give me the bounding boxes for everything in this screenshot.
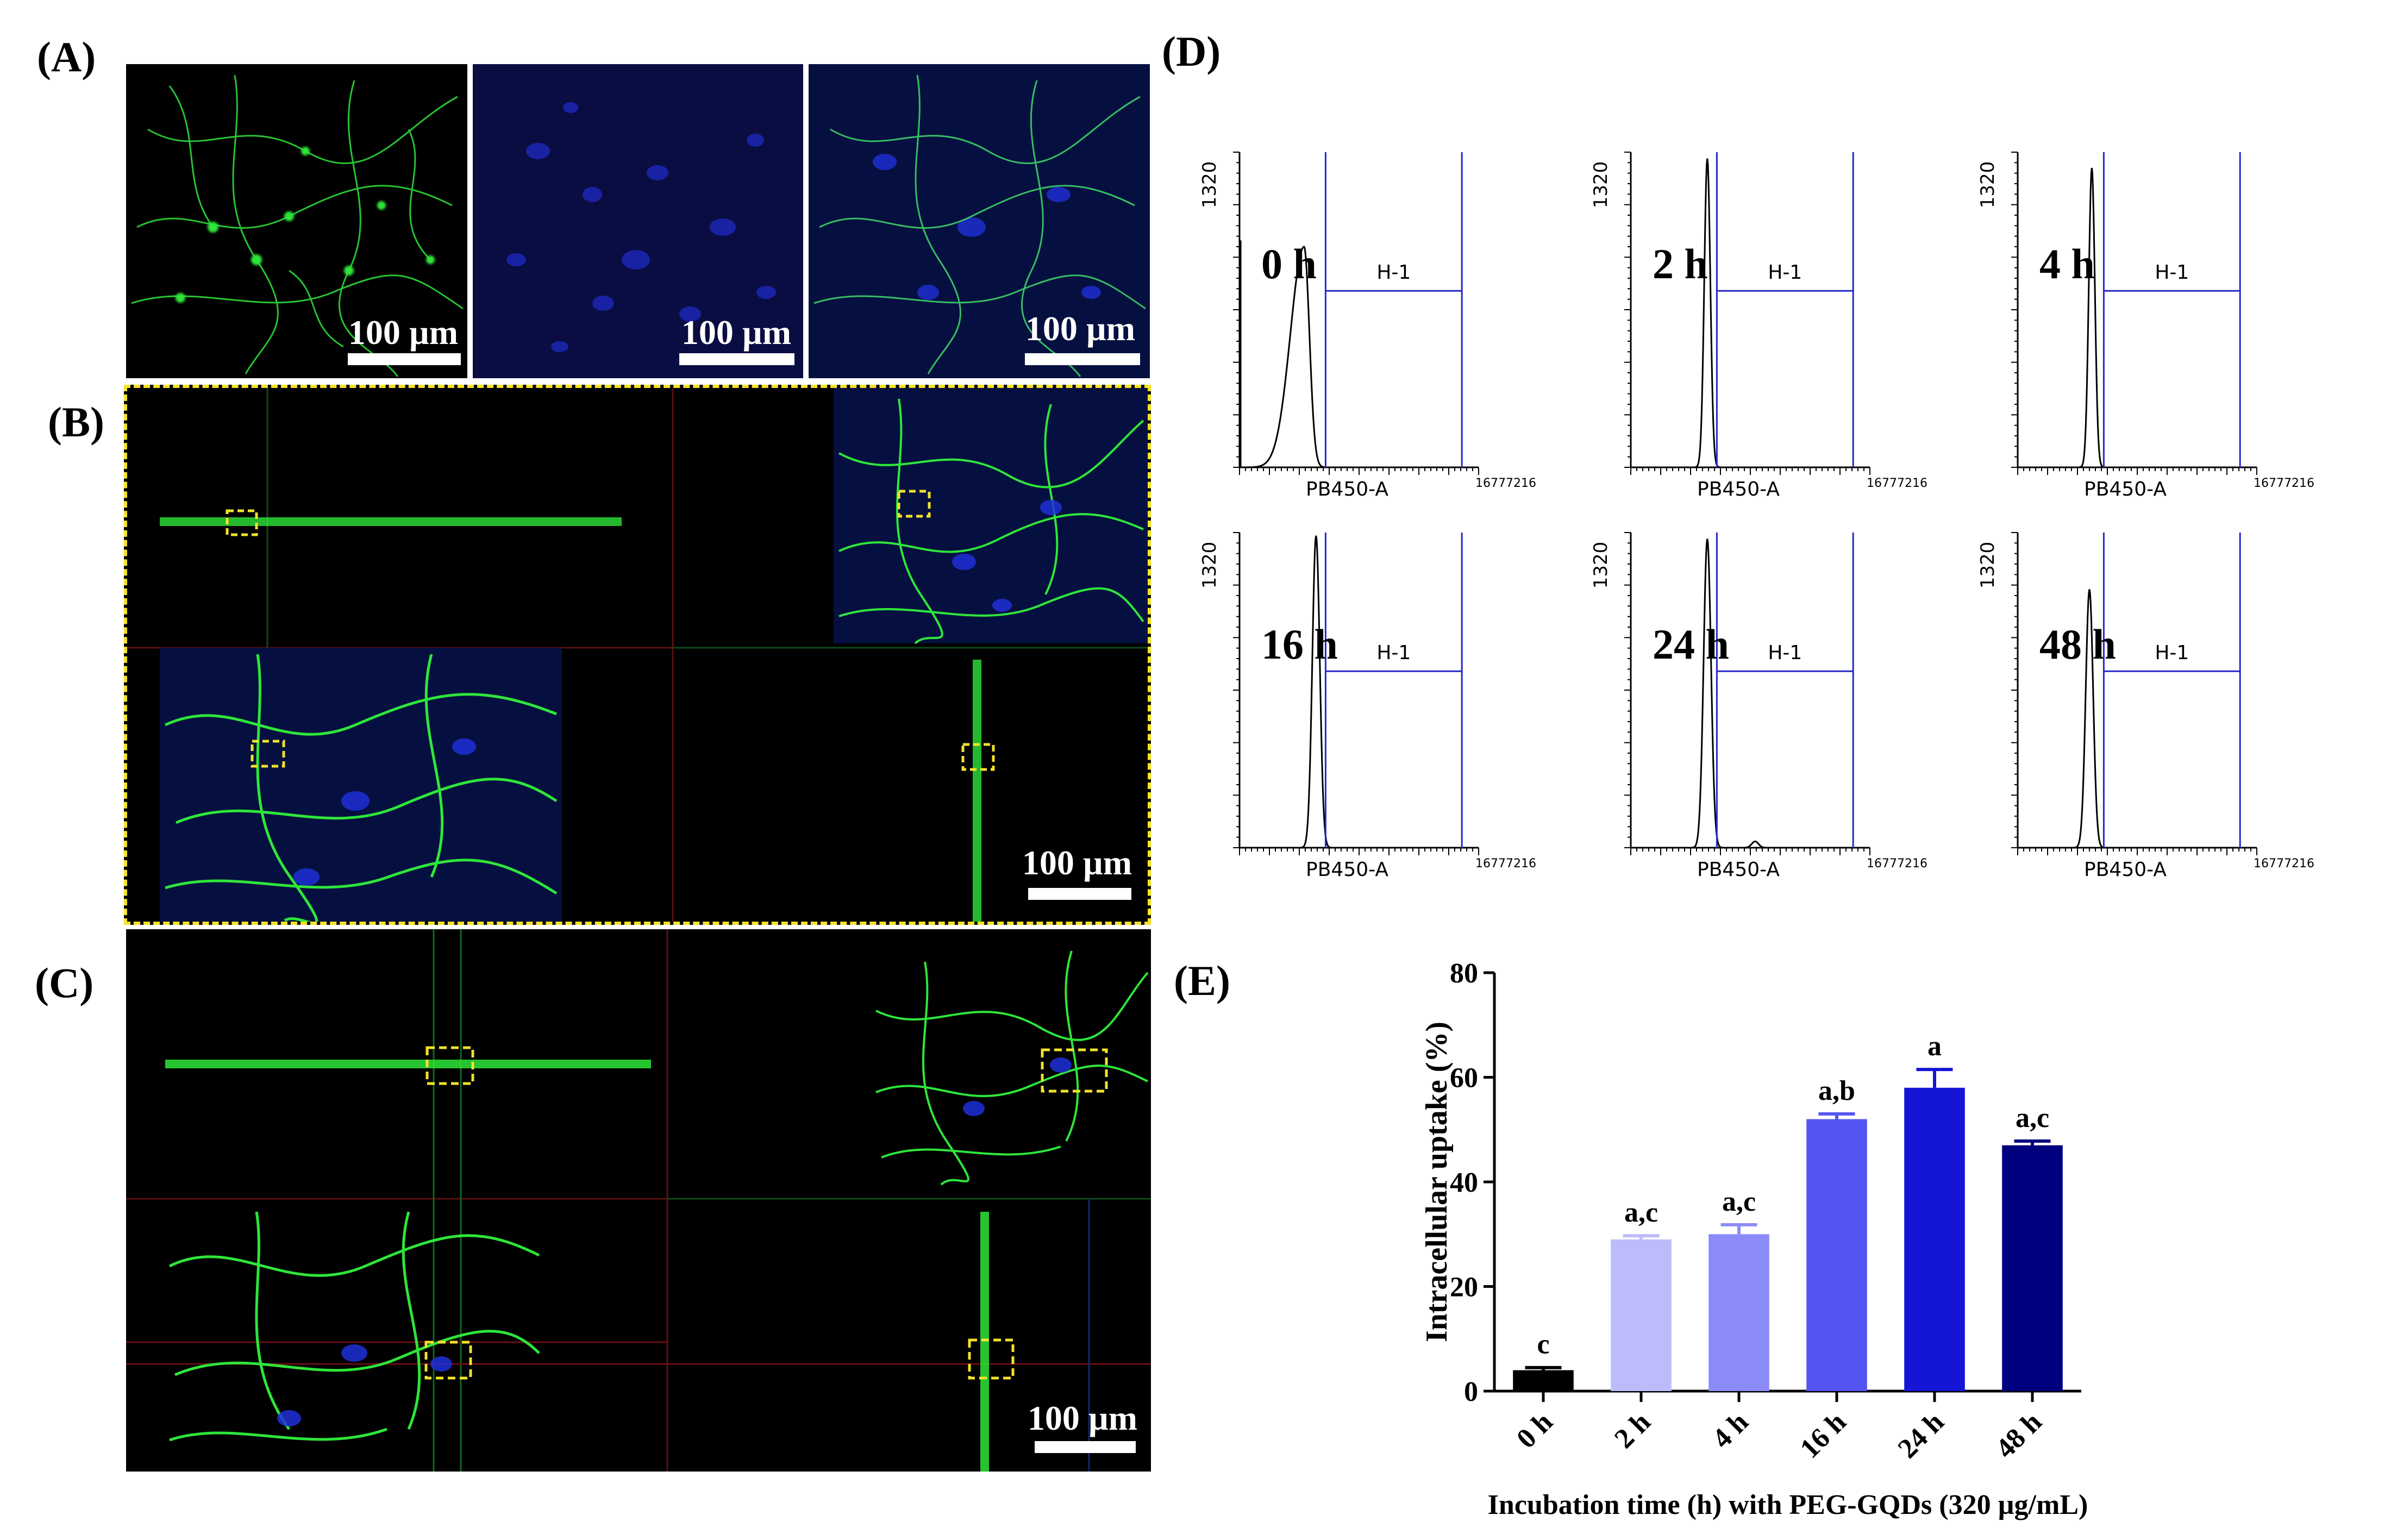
histogram-curve xyxy=(1631,539,1870,849)
x-axis-label: PB450-A xyxy=(1306,859,1388,881)
y-tick-label: 0 xyxy=(1464,1376,1478,1407)
uptake-bar-chart: 0 20 40 60 80 c 0 h a,c 2 h a,c 4 h a,b 16 h a 24 h a,c… xyxy=(1420,958,2088,1520)
bar-chart-plot: 0 20 40 60 80 c 0 h a,c 2 h a,c 4 h a,b 16 h a 24 h a,c… xyxy=(1420,958,2088,1520)
y-tick-label: 1320 xyxy=(1199,161,1221,209)
scale-bar xyxy=(1035,1441,1136,1453)
y-tick-label: 1320 xyxy=(1590,161,1612,209)
y-tick-label: 40 xyxy=(1450,1167,1478,1198)
significance-letter: a,c xyxy=(2016,1103,2049,1134)
histogram-curve xyxy=(1240,535,1479,849)
x-tick-label: 4 h xyxy=(1706,1406,1754,1454)
bar xyxy=(2002,1145,2063,1391)
x-axis-label: Incubation time (h) with PEG-GQDs (320 µ… xyxy=(1488,1489,2088,1520)
x-max-label: 16777216 xyxy=(1867,857,1927,871)
histogram-curve xyxy=(1631,158,1870,468)
merged-image xyxy=(809,64,1150,378)
scale-bar-label: 100 µm xyxy=(348,313,459,352)
orthogonal-view-c-image xyxy=(126,929,1151,1472)
time-label: 2 h xyxy=(1653,240,1708,287)
x-axis-label: PB450-A xyxy=(2084,478,2167,500)
flow-histogram: 1320 PB450-A 16777216 H-1 2 h xyxy=(1590,152,1927,500)
bar xyxy=(1806,1119,1867,1391)
x-max-label: 16777216 xyxy=(1867,477,1927,490)
panel-label-e: (E) xyxy=(1174,957,1230,1004)
gate-label: H-1 xyxy=(1768,261,1802,284)
flow-histogram: 1320 PB450-A 16777216 H-1 48 h xyxy=(1977,532,2314,881)
time-label: 48 h xyxy=(2039,621,2116,668)
gate-label: H-1 xyxy=(1768,642,1802,664)
time-label: 4 h xyxy=(2039,240,2095,287)
x-tick-label: 48 h xyxy=(1990,1406,2048,1464)
panel-label-c: (C) xyxy=(35,959,94,1006)
time-label: 24 h xyxy=(1653,621,1729,668)
y-axis-label: Intracellular uptake (%) xyxy=(1420,1022,1454,1342)
scale-bar-label: 100 µm xyxy=(681,313,792,352)
x-max-label: 16777216 xyxy=(2254,857,2314,871)
panel-label-d: (D) xyxy=(1162,28,1221,75)
actin-network-image xyxy=(131,74,464,377)
flow-histogram: 1320 PB450-A 16777216 H-1 0 h xyxy=(1199,152,1536,500)
x-tick-label: 2 h xyxy=(1609,1406,1656,1454)
x-tick-label: 16 h xyxy=(1794,1406,1852,1464)
y-tick-label: 60 xyxy=(1450,1063,1478,1094)
significance-letter: a xyxy=(1927,1031,1942,1062)
bar xyxy=(1513,1370,1574,1391)
time-label: 0 h xyxy=(1261,240,1317,287)
micrograph-nuclei: 100 µm xyxy=(473,64,803,378)
x-tick-label: 24 h xyxy=(1892,1406,1950,1464)
x-axis-label: PB450-A xyxy=(1697,859,1780,881)
scale-bar xyxy=(1028,888,1131,900)
gate-label: H-1 xyxy=(1376,642,1411,664)
panel-label-b: (B) xyxy=(48,398,104,446)
significance-letter: a,b xyxy=(1818,1075,1855,1106)
orthogonal-view-c: 100 µm xyxy=(126,929,1151,1472)
x-max-label: 16777216 xyxy=(2254,477,2314,490)
significance-letter: a,c xyxy=(1624,1197,1658,1228)
micrograph-actin: 100 µm xyxy=(126,64,467,378)
bar xyxy=(1708,1234,1769,1391)
histogram-curve xyxy=(1240,246,1479,468)
micrograph-merged: 100 µm xyxy=(809,64,1150,378)
histogram-curve xyxy=(2018,589,2257,849)
y-tick-label: 1320 xyxy=(1977,542,1999,589)
y-tick-label: 1320 xyxy=(1590,542,1612,589)
bar xyxy=(1611,1239,1672,1391)
x-axis-label: PB450-A xyxy=(1306,478,1388,500)
scale-bar-label: 100 µm xyxy=(1025,309,1136,348)
histogram-curve xyxy=(2018,167,2257,468)
y-tick-label: 80 xyxy=(1450,958,1478,989)
gate-label: H-1 xyxy=(2155,642,2189,664)
scale-bar xyxy=(348,353,461,365)
y-tick-label: 1320 xyxy=(1199,542,1221,589)
x-max-label: 16777216 xyxy=(1475,857,1536,871)
x-axis-label: PB450-A xyxy=(2084,859,2167,881)
nuclei-image xyxy=(473,64,803,378)
significance-letter: c xyxy=(1537,1329,1549,1360)
y-tick-label: 1320 xyxy=(1977,161,1999,209)
flow-cytometry-histograms: 1320 PB450-A 16777216 H-1 0 h 1320 PB450-A 1677… xyxy=(1199,152,2314,881)
x-tick-label: 0 h xyxy=(1511,1406,1559,1454)
x-max-label: 16777216 xyxy=(1475,477,1536,490)
y-tick-label: 20 xyxy=(1450,1272,1478,1303)
orthogonal-view-b-image xyxy=(127,388,1148,922)
flow-histogram: 1320 PB450-A 16777216 H-1 16 h xyxy=(1199,532,1536,881)
flow-histogram: 1320 PB450-A 16777216 H-1 4 h xyxy=(1977,152,2314,500)
scale-bar-label: 100 µm xyxy=(1022,843,1132,882)
significance-letter: a,c xyxy=(1722,1186,1756,1217)
scale-bar xyxy=(1025,353,1140,365)
gate-label: H-1 xyxy=(1376,261,1411,284)
panel-label-a: (A) xyxy=(37,33,96,80)
orthogonal-view-b: 100 µm xyxy=(124,385,1151,925)
scale-bar-label: 100 µm xyxy=(1027,1399,1138,1437)
x-axis-label: PB450-A xyxy=(1697,478,1780,500)
gate-label: H-1 xyxy=(2155,261,2189,284)
time-label: 16 h xyxy=(1261,621,1338,668)
bar xyxy=(1904,1087,1965,1391)
flow-histogram: 1320 PB450-A 16777216 H-1 24 h xyxy=(1590,532,1927,881)
scale-bar xyxy=(679,353,794,365)
